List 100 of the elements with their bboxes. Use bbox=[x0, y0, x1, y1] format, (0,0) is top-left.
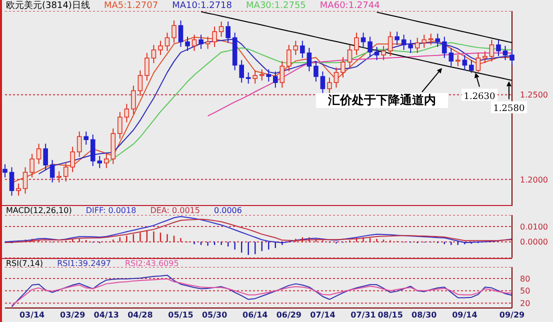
series-label: DIFF: 0.0018 bbox=[86, 206, 136, 215]
series-label: DEA: 0.0015 bbox=[150, 206, 200, 215]
candlestick bbox=[192, 34, 197, 52]
x-tick-label: 07/31 bbox=[350, 310, 376, 320]
candlestick bbox=[496, 39, 501, 57]
x-tick-label: 05/30 bbox=[202, 310, 228, 320]
candlestick bbox=[84, 131, 89, 146]
text: 0.0006 bbox=[214, 206, 242, 215]
chart-title: MACD(12,26,10) bbox=[6, 206, 72, 215]
candlestick bbox=[300, 40, 305, 59]
candlestick bbox=[151, 44, 156, 64]
x-tick-label: 04/13 bbox=[94, 310, 119, 320]
candlestick bbox=[178, 20, 184, 48]
candlestick bbox=[76, 131, 82, 158]
candlestick bbox=[158, 40, 163, 56]
candlestick bbox=[22, 166, 28, 194]
annotation: 1.2580 bbox=[493, 104, 525, 114]
candlestick bbox=[354, 32, 359, 56]
candlestick bbox=[469, 60, 474, 74]
candlestick bbox=[16, 182, 21, 196]
candlestick bbox=[239, 60, 244, 84]
candlestick bbox=[456, 54, 460, 67]
chart-title: 欧元美元(3814)日线 bbox=[6, 0, 90, 12]
candlestick bbox=[124, 103, 130, 123]
candlestick bbox=[482, 50, 488, 64]
x-tick-label: 06/29 bbox=[276, 310, 302, 320]
x-tick-label: 04/28 bbox=[128, 310, 154, 320]
text: MA5:1.2707 bbox=[104, 0, 158, 10]
line-series bbox=[376, 12, 512, 44]
candlestick bbox=[408, 39, 413, 54]
candlestick bbox=[347, 44, 352, 68]
candlestick bbox=[36, 143, 42, 165]
candlestick bbox=[252, 70, 258, 84]
text: MA60:1.2744 bbox=[320, 0, 380, 10]
x-tick-label: 03/14 bbox=[19, 310, 46, 320]
series-label: RSI2:43.6095 bbox=[124, 258, 179, 268]
candlestick bbox=[435, 33, 440, 48]
candlestick bbox=[381, 45, 386, 61]
candlestick bbox=[131, 85, 136, 115]
y-tick-label: 0.0100 bbox=[520, 222, 548, 232]
x-tick-label: 07/14 bbox=[310, 310, 336, 320]
x-tick-label: 09/14 bbox=[452, 310, 478, 320]
candlestick bbox=[104, 153, 109, 169]
candlestick bbox=[185, 36, 190, 52]
candlestick bbox=[144, 52, 150, 82]
candlestick bbox=[502, 45, 508, 61]
candlestick bbox=[286, 44, 292, 72]
candlestick bbox=[510, 49, 514, 66]
candlestick bbox=[226, 20, 230, 44]
x-tick-label: 08/30 bbox=[412, 310, 438, 320]
y-tick-label: 80 bbox=[520, 274, 530, 284]
candlestick bbox=[388, 31, 393, 57]
candlestick bbox=[293, 40, 298, 56]
text: MA30:1.2755 bbox=[246, 0, 306, 10]
candlestick bbox=[164, 32, 170, 52]
candlestick bbox=[320, 70, 326, 94]
candlestick bbox=[266, 68, 272, 82]
candlestick bbox=[374, 46, 380, 61]
candlestick bbox=[246, 72, 251, 84]
candlestick bbox=[172, 20, 176, 44]
candlestick bbox=[198, 34, 204, 50]
candlestick bbox=[30, 153, 34, 178]
candlestick bbox=[394, 31, 400, 46]
annotation: 1.2630 bbox=[464, 92, 496, 102]
y-tick-label: 1.2000 bbox=[520, 175, 548, 184]
candlestick bbox=[428, 33, 434, 46]
candlestick bbox=[314, 60, 318, 82]
series-label: RSI1:39.2497 bbox=[57, 258, 111, 268]
candlestick bbox=[334, 66, 339, 88]
candlestick bbox=[56, 170, 62, 183]
text: MA10:1.2718 bbox=[172, 0, 232, 10]
candlestick bbox=[63, 161, 68, 182]
candlestick bbox=[118, 112, 122, 140]
candlestick bbox=[476, 52, 481, 73]
x-tick-label: 06/14 bbox=[242, 310, 268, 320]
chart-title: RSI(7,14) bbox=[6, 258, 44, 268]
x-tick-label: 03/29 bbox=[60, 310, 86, 320]
candlestick bbox=[2, 164, 8, 178]
candlestick bbox=[462, 54, 468, 71]
candlestick bbox=[327, 77, 332, 94]
candlestick bbox=[489, 39, 494, 62]
candlestick bbox=[368, 36, 372, 58]
y-tick-label: 20 bbox=[520, 298, 530, 308]
x-tick-label: 08/15 bbox=[378, 310, 404, 320]
annotation: 汇价处于下降通道内 bbox=[327, 93, 436, 107]
candlestick bbox=[218, 20, 224, 38]
candlestick bbox=[259, 68, 264, 82]
candlestick bbox=[138, 70, 143, 96]
candlestick bbox=[306, 47, 312, 72]
x-tick-label: 05/15 bbox=[168, 310, 194, 320]
y-tick-label: 0.0000 bbox=[520, 238, 548, 247]
candlestick bbox=[212, 26, 217, 48]
candlestick bbox=[401, 34, 406, 50]
y-tick-label: 50 bbox=[520, 286, 530, 296]
candlestick bbox=[9, 166, 14, 196]
x-tick-label: 09/29 bbox=[499, 310, 526, 320]
candlestick bbox=[50, 159, 55, 183]
y-tick-label: 1.2500 bbox=[520, 90, 548, 100]
candlestick bbox=[442, 36, 447, 59]
candlestick bbox=[43, 143, 48, 171]
